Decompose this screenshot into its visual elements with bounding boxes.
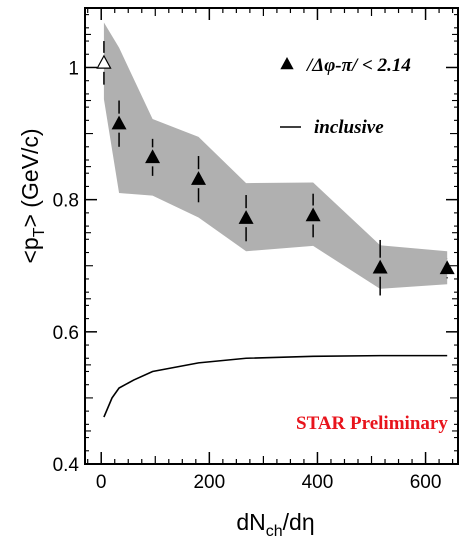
inclusive-curve [103, 354, 448, 418]
legend-label-delta-phi: /Δφ-π/ < 2.14 [305, 55, 411, 76]
filled-triangle-marker [305, 207, 321, 222]
filled-triangle-marker [238, 210, 254, 224]
x-tick-label: 600 [410, 472, 442, 493]
y-axis-label-subscript: T [31, 227, 48, 237]
svg-text:dNch/dη: dNch/dη [236, 509, 314, 540]
data-point-1 [145, 138, 161, 176]
legend: /Δφ-π/ < 2.14 inclusive [280, 55, 411, 138]
x-tick-label: 400 [302, 472, 334, 493]
y-tick-label: 0.6 [53, 323, 79, 344]
legend-label-delta-phi-pre: /Δφ-π/ < [305, 55, 378, 76]
inclusive-line-layer [103, 354, 448, 418]
svg-text:<pT> (GeV/c): <pT> (GeV/c) [17, 128, 48, 263]
open-point-0 [96, 41, 112, 85]
data-point-6 [439, 258, 455, 279]
data-point-5 [372, 239, 388, 296]
legend-label-delta-phi-num: 2.14 [377, 55, 411, 76]
axis-ticks-layer: 0 200 400 600 0.4 0.6 0.8 1 [53, 8, 458, 493]
x-axis-label-text: /dη [283, 509, 315, 535]
data-point-3 [238, 195, 254, 242]
y-tick-label: 0.4 [53, 455, 80, 476]
filled-triangle-marker [191, 171, 207, 185]
open-triangle-marker [96, 54, 112, 69]
filled-triangle-marker [372, 259, 388, 274]
x-tick-label: 0 [96, 472, 107, 493]
x-tick-label: 200 [193, 472, 225, 493]
x-axis-label-text: dN [236, 509, 265, 535]
data-point-0 [111, 100, 127, 147]
legend-label-inclusive: inclusive [314, 117, 384, 138]
data-point-4 [305, 193, 321, 238]
plot-frame [84, 7, 459, 465]
uncertainty-band-layer [103, 22, 448, 289]
data-point-2 [191, 156, 207, 203]
y-axis-label-text: <p [17, 237, 43, 263]
x-axis-label: dNch/dη [236, 509, 314, 540]
systematic-band [103, 22, 448, 289]
filled-triangle-marker [439, 260, 455, 275]
legend-marker-triangle [280, 57, 294, 70]
data-points-layer [96, 41, 455, 296]
y-axis-label: <pT> (GeV/c) [17, 128, 48, 263]
star-preliminary-label: STAR Preliminary [296, 413, 448, 434]
y-tick-label: 1 [68, 58, 79, 79]
x-axis-label-subscript: ch [266, 523, 283, 540]
y-axis-label-text: > (GeV/c) [17, 128, 43, 227]
filled-triangle-marker [111, 115, 127, 130]
y-tick-label: 0.8 [53, 191, 79, 212]
filled-triangle-marker [145, 149, 161, 164]
